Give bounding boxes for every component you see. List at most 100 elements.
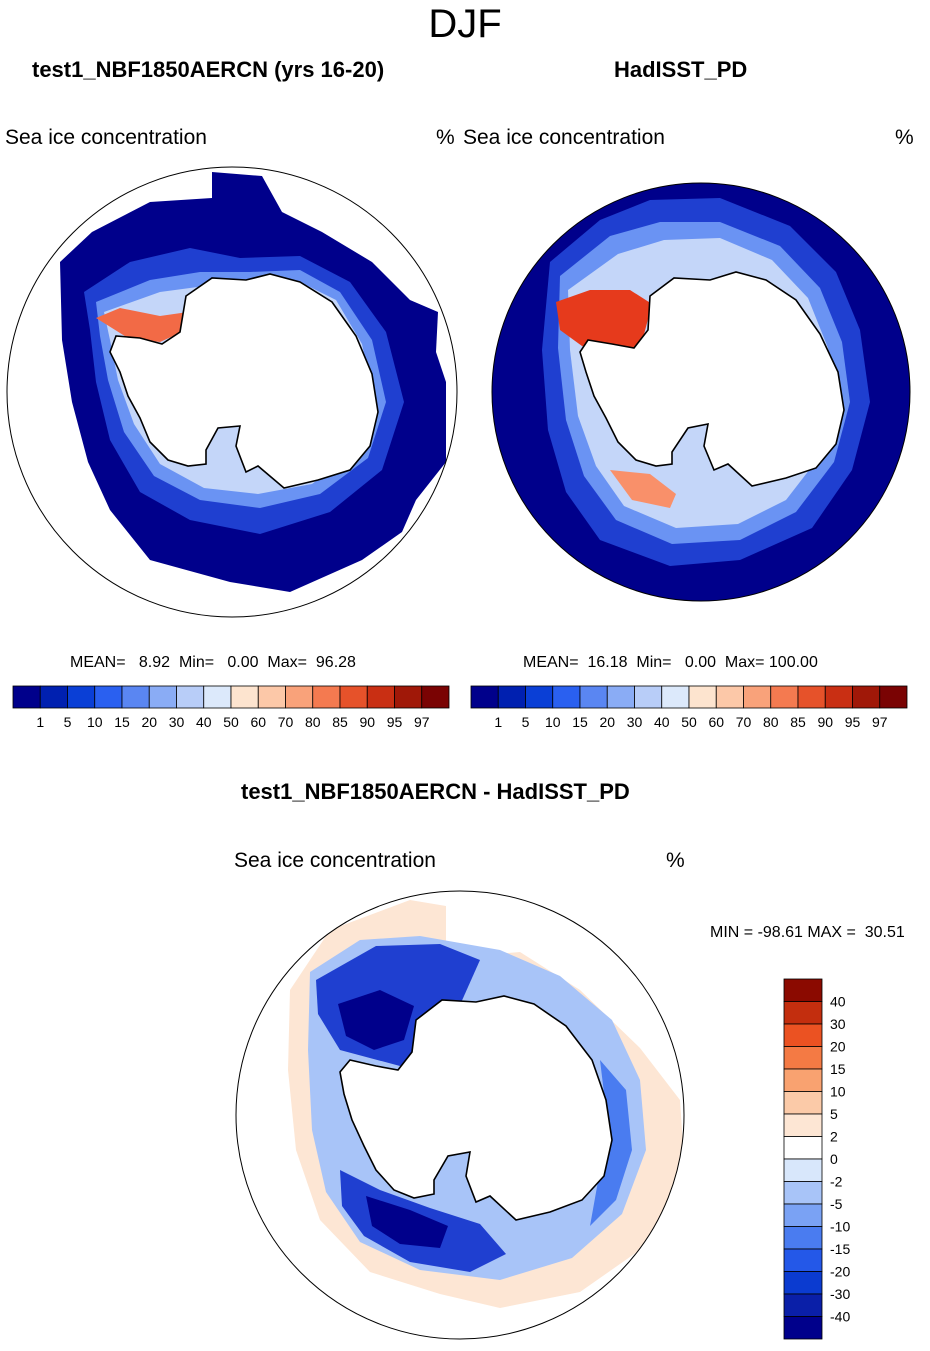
map2-ross-high <box>610 470 676 508</box>
colorbar1-tick-label: 15 <box>114 714 130 730</box>
colorbar2-tick-label: 70 <box>736 714 752 730</box>
colorbar1-tick-label: 70 <box>278 714 294 730</box>
colorbar2-tick-label: 5 <box>522 714 530 730</box>
colorbar3-tick-label: 40 <box>830 994 846 1010</box>
colorbar3-swatch <box>783 1316 823 1340</box>
colorbar1-swatch <box>39 685 68 709</box>
colorbar1-swatch <box>67 685 96 709</box>
map-panel-obs <box>491 182 911 602</box>
colorbar3-tick-label: 2 <box>830 1129 838 1145</box>
colorbar1-swatch <box>312 685 341 709</box>
colorbar-panel1: 1 5 10 15 20 30 40 50 60 70 80 85 90 95 97 <box>12 685 450 730</box>
colorbar1-swatch <box>339 685 368 709</box>
colorbar1-swatch <box>12 685 41 709</box>
diff-units-label: % <box>666 849 685 872</box>
colorbar2-swatch <box>797 685 826 709</box>
colorbar3-swatch <box>783 1001 823 1025</box>
colorbar3-swatch <box>783 1091 823 1115</box>
colorbar3-swatch <box>783 1226 823 1250</box>
colorbar2-swatch <box>852 685 881 709</box>
colorbar3-swatch <box>783 1046 823 1070</box>
colorbar-panel2: 1 5 10 15 20 30 40 50 60 70 80 85 90 95 97 <box>470 685 908 730</box>
colorbar2-tick-label: 80 <box>763 714 779 730</box>
map-panel-model <box>6 166 458 618</box>
colorbar1-swatch <box>257 685 286 709</box>
colorbar2-tick-label: 85 <box>790 714 806 730</box>
colorbar3-tick-label: 30 <box>830 1016 846 1032</box>
map1-border <box>6 166 458 618</box>
colorbar2-swatch <box>497 685 526 709</box>
panel2-variable-label: Sea ice concentration <box>463 126 665 149</box>
map-panel-diff <box>235 890 685 1340</box>
diff-minmax: MIN = -98.61 MAX = 30.51 <box>710 924 905 941</box>
colorbar2-tick-label: 1 <box>494 714 502 730</box>
panel1-units-label: % <box>436 126 455 149</box>
panel2-title: HadISST_PD <box>614 57 748 82</box>
colorbar3-tick-label: -2 <box>830 1174 843 1190</box>
colorbar1-tick-label: 1 <box>36 714 44 730</box>
colorbar1-tick-label: 40 <box>196 714 212 730</box>
colorbar3-tick-label: -40 <box>830 1309 850 1325</box>
colorbar1-tick-label: 30 <box>169 714 185 730</box>
colorbar3-tick-label: -10 <box>830 1219 850 1235</box>
colorbar2-tick-label: 10 <box>545 714 561 730</box>
panel1-title: test1_NBF1850AERCN (yrs 16-20) <box>32 57 385 82</box>
map3-ross-core <box>366 1196 448 1248</box>
colorbar3-tick-label: 0 <box>830 1151 838 1167</box>
map2-weddell-high <box>556 290 652 360</box>
colorbar1-tick-label: 97 <box>414 714 430 730</box>
colorbar1-swatch <box>94 685 123 709</box>
colorbar3-swatch <box>783 1293 823 1317</box>
colorbar3-swatch <box>783 1248 823 1272</box>
colorbar3-swatch <box>783 1068 823 1092</box>
map3-antarctica <box>339 995 613 1221</box>
colorbar1-swatch <box>394 685 423 709</box>
colorbar1-swatch <box>285 685 314 709</box>
colorbar2-tick-label: 50 <box>681 714 697 730</box>
map3-weddell-core <box>338 990 414 1050</box>
map1-antarctica <box>109 273 379 489</box>
diff-title: test1_NBF1850AERCN - HadISST_PD <box>241 779 630 804</box>
colorbar1-tick-label: 20 <box>141 714 157 730</box>
colorbar1-swatch <box>176 685 205 709</box>
panel1-variable-label: Sea ice concentration <box>5 126 207 149</box>
colorbar3-tick-label: -30 <box>830 1286 850 1302</box>
colorbar1-swatch <box>421 685 450 709</box>
colorbar2-swatch <box>525 685 554 709</box>
colorbar2-tick-label: 90 <box>817 714 833 730</box>
colorbar1-tick-label: 90 <box>359 714 375 730</box>
colorbar2-swatch <box>661 685 690 709</box>
colorbar1-swatch <box>121 685 150 709</box>
colorbar3-swatch <box>783 978 823 1002</box>
colorbar2-tick-label: 40 <box>654 714 670 730</box>
figure-season-title: DJF <box>428 2 502 46</box>
colorbar1-tick-label: 95 <box>387 714 403 730</box>
colorbar2-swatch <box>606 685 635 709</box>
colorbar2-tick-label: 60 <box>708 714 724 730</box>
diff-variable-label: Sea ice concentration <box>234 849 436 872</box>
colorbar3-tick-label: 5 <box>830 1106 838 1122</box>
colorbar1-swatch <box>230 685 259 709</box>
colorbar3-swatch <box>783 1271 823 1295</box>
map2-border <box>491 182 911 602</box>
colorbar1-swatch <box>203 685 232 709</box>
colorbar3-swatch <box>783 1113 823 1137</box>
colorbar2-tick-label: 30 <box>627 714 643 730</box>
colorbar2-swatch <box>824 685 853 709</box>
colorbar3-swatch <box>783 1023 823 1047</box>
colorbar2-swatch <box>470 685 499 709</box>
colorbar2-swatch <box>715 685 744 709</box>
colorbar1-tick-label: 85 <box>332 714 348 730</box>
colorbar1-tick-label: 80 <box>305 714 321 730</box>
colorbar1-swatch <box>366 685 395 709</box>
colorbar2-tick-label: 20 <box>599 714 615 730</box>
colorbar2-tick-label: 15 <box>572 714 588 730</box>
panel1-stats: MEAN= 8.92 Min= 0.00 Max= 96.28 <box>70 654 356 671</box>
colorbar2-tick-label: 95 <box>845 714 861 730</box>
colorbar1-tick-label: 60 <box>250 714 266 730</box>
colorbar3-tick-label: -5 <box>830 1196 843 1212</box>
map1-weddell-high <box>96 308 188 342</box>
map2-antarctica <box>579 271 845 487</box>
